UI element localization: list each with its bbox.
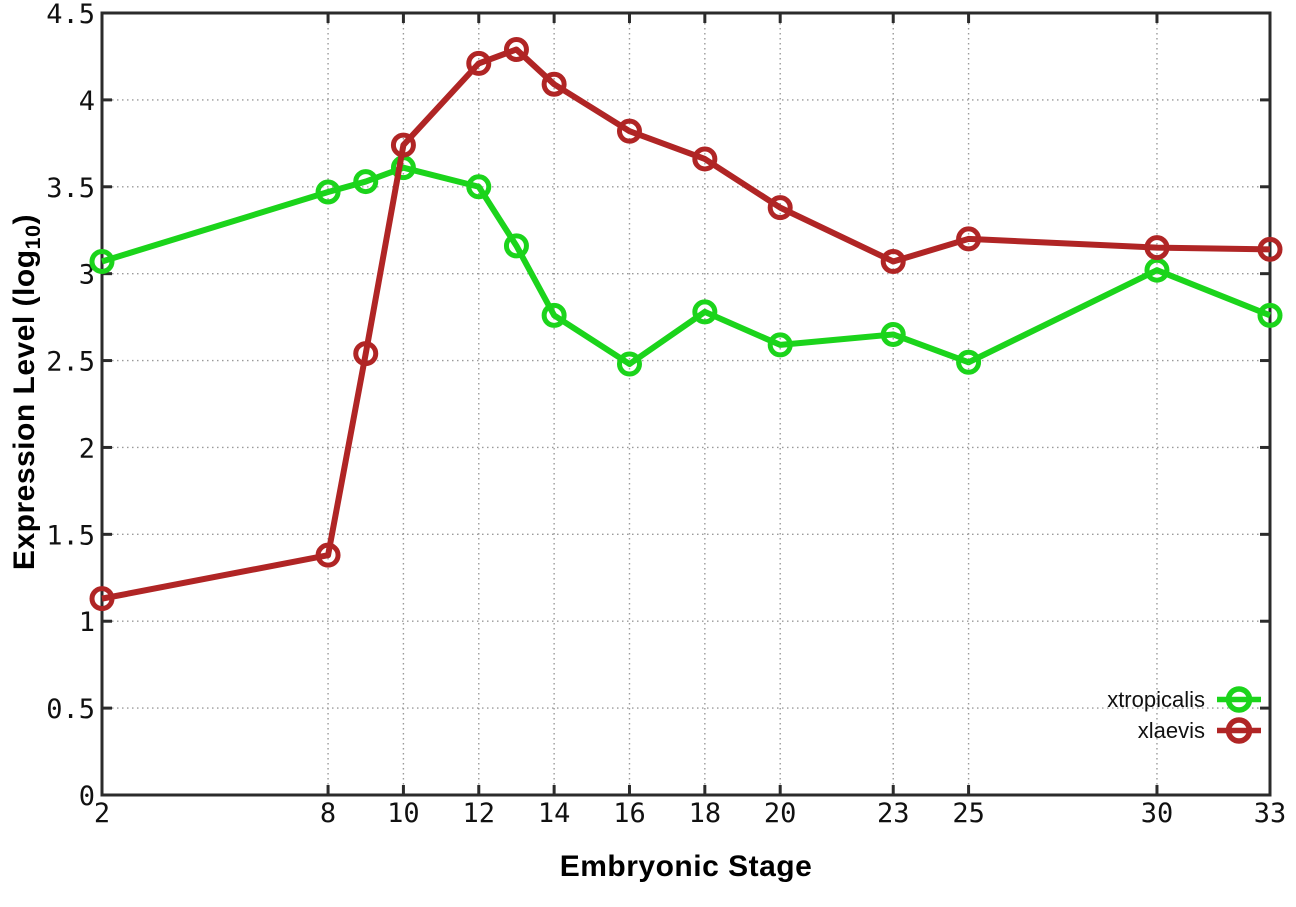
data-point-xlaevis bbox=[503, 36, 529, 62]
y-axis-title-text: Expression Level (log bbox=[7, 249, 41, 571]
data-point-xtropicalis bbox=[1144, 257, 1170, 283]
y-tick-label: 2.5 bbox=[46, 347, 95, 378]
y-tick-label: 3.5 bbox=[46, 173, 95, 204]
data-point-xtropicalis bbox=[503, 233, 529, 259]
line-point-sample-icon bbox=[1217, 717, 1261, 744]
data-point-xtropicalis bbox=[767, 332, 793, 358]
legend-item-xlaevis: xlaevis bbox=[1107, 715, 1262, 746]
legend: xtropicalis xlaevis bbox=[1107, 684, 1262, 746]
x-axis-title: Embryonic Stage bbox=[559, 850, 813, 883]
data-point-xlaevis bbox=[466, 50, 492, 76]
data-point-xtropicalis bbox=[541, 302, 567, 328]
x-tick-label: 16 bbox=[613, 798, 646, 829]
x-tick-label: 20 bbox=[764, 798, 797, 829]
x-tick-label: 10 bbox=[387, 798, 420, 829]
legend-label-xlaevis: xlaevis bbox=[1137, 717, 1205, 743]
x-tick-label: 33 bbox=[1254, 798, 1287, 829]
data-point-xtropicalis bbox=[89, 249, 115, 275]
data-point-xlaevis bbox=[767, 195, 793, 221]
y-tick-label: 1.5 bbox=[46, 520, 95, 551]
legend-label-xtropicalis: xtropicalis bbox=[1107, 686, 1205, 712]
y-axis-title-subscript: 10 bbox=[20, 224, 46, 250]
data-point-xlaevis bbox=[692, 146, 718, 172]
data-point-xtropicalis bbox=[1257, 302, 1283, 328]
x-tick-label: 8 bbox=[320, 798, 336, 829]
data-point-xlaevis bbox=[1257, 236, 1283, 262]
y-tick-label: 0.5 bbox=[46, 694, 95, 725]
y-axis-title-close: ) bbox=[7, 213, 41, 225]
y-tick-label: 1 bbox=[79, 607, 95, 638]
series-line-xtropicalis bbox=[101, 164, 1272, 368]
data-point-xlaevis bbox=[616, 118, 642, 144]
data-point-xlaevis bbox=[956, 226, 982, 252]
data-point-xlaevis bbox=[353, 341, 379, 367]
series-line-xlaevis bbox=[101, 46, 1271, 602]
data-point-xtropicalis bbox=[880, 321, 906, 347]
x-tick-label: 25 bbox=[952, 798, 985, 829]
data-point-xtropicalis bbox=[616, 351, 642, 377]
x-tick-label: 30 bbox=[1141, 798, 1174, 829]
legend-item-xtropicalis: xtropicalis bbox=[1107, 684, 1262, 715]
data-point-xtropicalis bbox=[692, 299, 718, 325]
data-point-xtropicalis bbox=[956, 349, 982, 375]
x-tick-label: 12 bbox=[463, 798, 496, 829]
x-tick-label: 2 bbox=[94, 798, 110, 829]
y-axis-title: Expression Level (log10) bbox=[8, 214, 46, 570]
y-tick-label: 0 bbox=[79, 781, 95, 812]
data-point-xtropicalis bbox=[353, 169, 379, 195]
data-point-xlaevis bbox=[390, 132, 416, 158]
data-point-xlaevis bbox=[880, 249, 906, 275]
data-point-xlaevis bbox=[541, 71, 567, 97]
data-point-xlaevis bbox=[1144, 235, 1170, 261]
y-tick-label: 3 bbox=[79, 260, 95, 291]
data-point-xtropicalis bbox=[315, 179, 341, 205]
x-tick-label: 23 bbox=[877, 798, 910, 829]
line-point-sample-icon bbox=[1217, 686, 1261, 713]
y-tick-label: 2 bbox=[79, 433, 95, 464]
y-tick-label: 4.5 bbox=[46, 0, 95, 30]
y-tick-label: 4 bbox=[79, 86, 95, 117]
data-point-xlaevis bbox=[315, 542, 341, 568]
x-tick-label: 14 bbox=[538, 798, 571, 829]
axis-border bbox=[100, 11, 1272, 797]
data-point-xlaevis bbox=[89, 586, 115, 612]
x-tick-label: 18 bbox=[689, 798, 722, 829]
data-point-xtropicalis bbox=[466, 174, 492, 200]
